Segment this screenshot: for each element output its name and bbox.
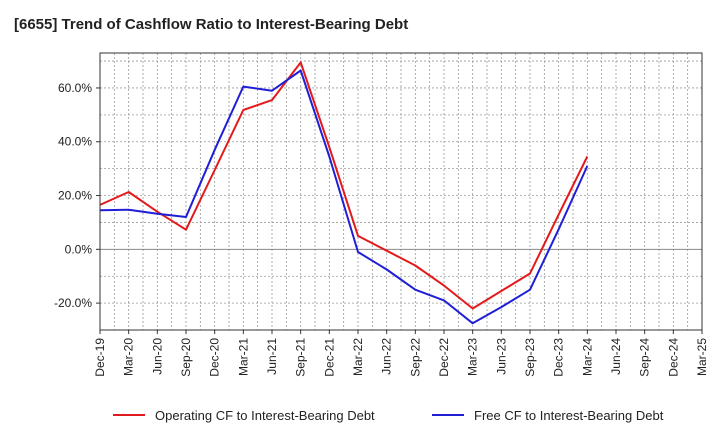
x-tick-label: Dec-20 bbox=[208, 338, 222, 377]
x-tick-label: Jun-21 bbox=[265, 338, 279, 375]
x-tick-label: Dec-22 bbox=[437, 338, 451, 377]
x-tick-label: Dec-19 bbox=[93, 338, 107, 377]
series-line-2 bbox=[99, 69, 589, 325]
legend: Operating CF to Interest-Bearing Debt Fre… bbox=[113, 408, 664, 423]
x-tick-label: Sep-23 bbox=[523, 338, 537, 377]
x-tick-label: Sep-22 bbox=[408, 338, 422, 377]
y-axis-ticks: -20.0% 0.0% 20.0% 40.0% 60.0% bbox=[54, 81, 100, 310]
y-tick-label: -20.0% bbox=[54, 296, 92, 310]
plot-border bbox=[99, 52, 703, 331]
legend-label-2: Free CF to Interest-Bearing Debt bbox=[474, 408, 664, 423]
x-tick-label: Dec-21 bbox=[322, 338, 336, 377]
x-tick-label: Sep-20 bbox=[179, 338, 193, 377]
x-tick-label: Dec-23 bbox=[552, 338, 566, 377]
x-tick-label: Jun-23 bbox=[494, 338, 508, 375]
x-axis-ticks: Dec-19 Mar-20 Jun-20 Sep-20 Dec-20 Mar-21 Jun-… bbox=[93, 330, 709, 377]
x-tick-label: Sep-21 bbox=[294, 338, 308, 377]
y-tick-label: 60.0% bbox=[58, 81, 92, 95]
x-tick-label: Mar-20 bbox=[122, 338, 136, 376]
x-tick-label: Mar-25 bbox=[695, 338, 709, 376]
y-tick-label: 40.0% bbox=[58, 135, 92, 149]
x-tick-label: Jun-22 bbox=[380, 338, 394, 375]
chart-title: [6655] Trend of Cashflow Ratio to Intere… bbox=[14, 16, 409, 33]
x-tick-label: Mar-23 bbox=[466, 338, 480, 376]
x-tick-label: Jun-20 bbox=[150, 338, 164, 375]
series-lines bbox=[99, 61, 589, 325]
x-tick-label: Sep-24 bbox=[638, 338, 652, 377]
x-tick-label: Jun-24 bbox=[609, 338, 623, 375]
y-tick-label: 20.0% bbox=[58, 189, 92, 203]
x-tick-label: Mar-21 bbox=[236, 338, 250, 376]
x-tick-label: Mar-22 bbox=[351, 338, 365, 376]
grid-lines bbox=[100, 53, 702, 330]
legend-label-1: Operating CF to Interest-Bearing Debt bbox=[155, 408, 375, 423]
plot-frame bbox=[99, 52, 703, 331]
series-line-1 bbox=[99, 61, 589, 310]
x-tick-label: Dec-24 bbox=[666, 338, 680, 377]
x-tick-label: Mar-24 bbox=[580, 338, 594, 376]
y-tick-label: 0.0% bbox=[65, 242, 93, 256]
